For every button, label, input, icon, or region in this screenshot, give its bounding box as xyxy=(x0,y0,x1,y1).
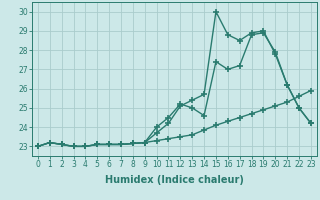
X-axis label: Humidex (Indice chaleur): Humidex (Indice chaleur) xyxy=(105,175,244,185)
